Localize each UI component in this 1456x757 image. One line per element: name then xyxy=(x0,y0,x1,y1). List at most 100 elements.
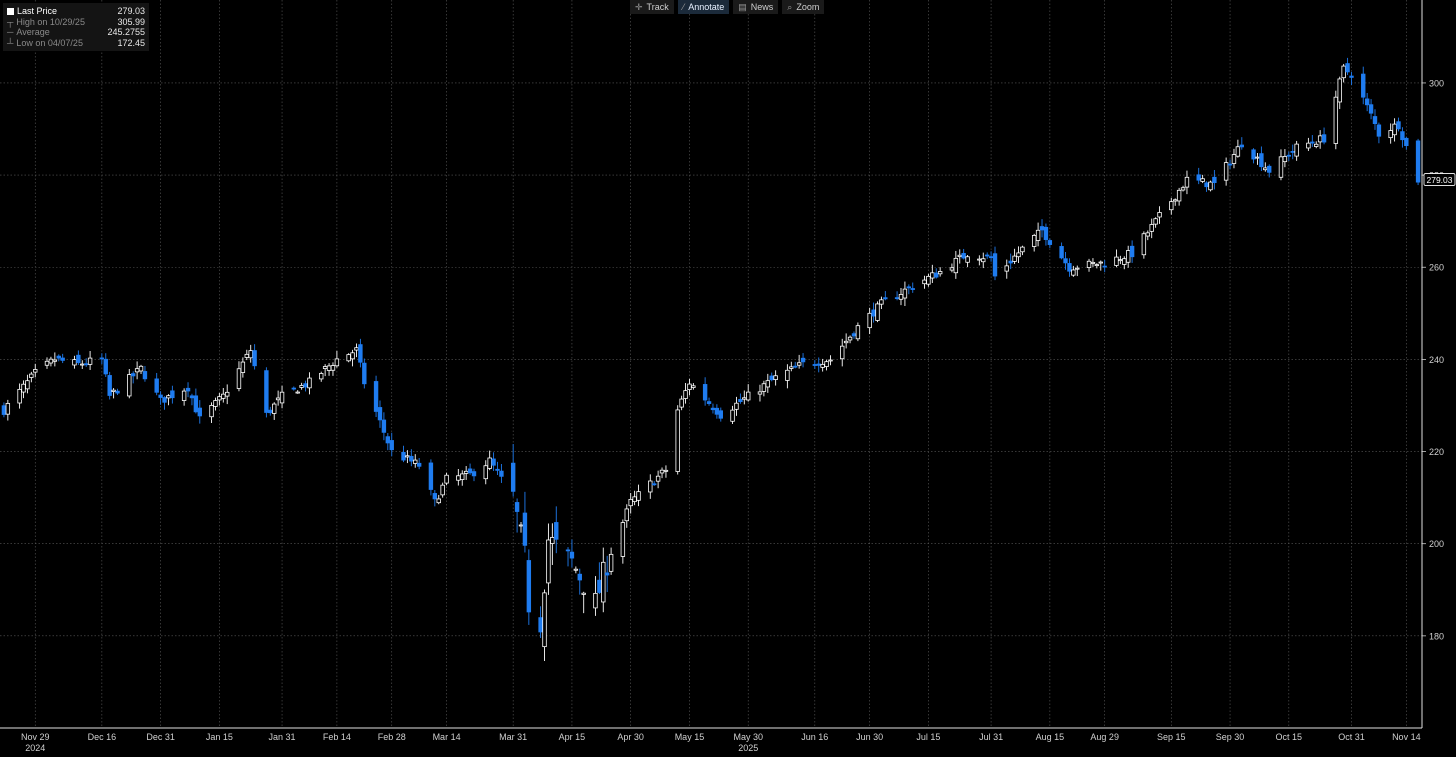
candle-body xyxy=(840,345,845,360)
track-button[interactable]: ✛ Track xyxy=(630,0,674,14)
news-label: News xyxy=(750,2,774,12)
candle-body xyxy=(550,536,555,544)
candle-body xyxy=(1184,176,1190,188)
candle-body xyxy=(1259,153,1264,168)
candle-body xyxy=(209,405,214,418)
zoom-label: Zoom xyxy=(796,2,820,12)
low-label: Low on 04/07/25 xyxy=(16,37,83,48)
candle-body xyxy=(467,468,473,474)
candle-body xyxy=(33,369,38,373)
candle-body xyxy=(1180,187,1186,191)
candle-body xyxy=(906,286,912,289)
candle-body xyxy=(1239,144,1245,148)
high-value: 305.99 xyxy=(117,16,145,27)
candle-body xyxy=(812,364,818,366)
candle-body xyxy=(1031,235,1037,247)
candle-body xyxy=(409,455,414,462)
candle-body xyxy=(25,380,30,390)
x-tick-label: Feb 14 xyxy=(323,732,351,742)
candle-body xyxy=(295,391,300,394)
candle-body xyxy=(773,375,778,380)
candle-body xyxy=(1200,178,1205,182)
candle-body xyxy=(604,572,610,576)
candle-body xyxy=(1016,252,1021,258)
candle-body xyxy=(373,381,379,412)
candle-body xyxy=(1122,258,1127,265)
candle-body xyxy=(487,457,492,469)
candle-body xyxy=(221,393,226,399)
candle-body xyxy=(495,468,500,471)
candle-body xyxy=(217,396,222,401)
candle-body xyxy=(181,390,187,401)
annotate-button[interactable]: ⁄ Annotate xyxy=(677,0,730,14)
news-button[interactable]: ▤ News xyxy=(733,0,779,14)
candle-body xyxy=(236,368,242,389)
candle-body xyxy=(988,256,994,259)
candle-body xyxy=(851,333,857,337)
candle-body xyxy=(542,592,547,648)
candle-body xyxy=(710,407,716,411)
candle-body xyxy=(1337,78,1342,103)
x-tick-label: Oct 31 xyxy=(1338,732,1365,742)
x-tick-label: Mar 14 xyxy=(433,732,461,742)
zoom-button[interactable]: ⌕ Zoom xyxy=(782,0,825,14)
candle-body xyxy=(1294,143,1299,157)
candle-body xyxy=(898,294,904,300)
candle-body xyxy=(867,312,872,329)
candles-group xyxy=(1,57,1421,662)
candle-body xyxy=(272,403,277,414)
candle-body xyxy=(1204,182,1209,188)
candle-body xyxy=(1176,189,1182,202)
candle-body xyxy=(1212,176,1217,184)
x-tick-label: Mar 31 xyxy=(499,732,527,742)
candle-body xyxy=(1094,264,1100,267)
candle-body xyxy=(460,473,465,481)
y-tick-label: 300 xyxy=(1429,78,1444,88)
candle-body xyxy=(554,522,559,540)
candle-body xyxy=(675,409,680,472)
candle-body xyxy=(800,357,806,363)
candle-body xyxy=(330,365,336,371)
x-tick-label: Dec 16 xyxy=(88,732,117,742)
candle-body xyxy=(103,358,108,375)
y-tick-label: 180 xyxy=(1429,631,1444,641)
candle-body xyxy=(381,419,387,433)
candle-body xyxy=(416,462,422,467)
candle-body xyxy=(1364,98,1370,106)
candle-body xyxy=(1235,146,1241,157)
candle-body xyxy=(875,303,880,321)
candle-body xyxy=(303,383,308,388)
candle-body xyxy=(307,377,312,389)
x-tick-label: Dec 31 xyxy=(146,732,175,742)
candle-body xyxy=(977,258,982,261)
candle-body xyxy=(620,522,626,557)
candle-body xyxy=(1,405,7,415)
candle-body xyxy=(1368,104,1374,114)
candle-body xyxy=(21,383,26,393)
candle-body xyxy=(965,256,970,263)
candle-body xyxy=(581,592,586,595)
candle-body xyxy=(405,455,410,458)
candle-body xyxy=(354,347,359,351)
candle-body xyxy=(80,363,85,366)
candle-body xyxy=(1075,267,1080,270)
candle-body xyxy=(1310,141,1315,144)
candle-body xyxy=(730,409,735,422)
candle-body xyxy=(926,275,931,285)
average-label: Average xyxy=(16,27,50,37)
candle-body xyxy=(1349,75,1354,78)
candle-body xyxy=(428,462,434,490)
candle-body xyxy=(499,470,504,477)
candle-body xyxy=(240,361,246,373)
candle-body xyxy=(463,470,469,474)
candle-body xyxy=(757,391,763,395)
candle-body xyxy=(538,617,543,633)
candle-body xyxy=(166,395,171,399)
candle-body xyxy=(1173,199,1178,202)
candle-body xyxy=(937,271,943,275)
low-marker-icon: ┴ xyxy=(7,37,14,48)
candle-body xyxy=(746,391,751,401)
candle-body xyxy=(1043,226,1049,240)
candle-body xyxy=(902,288,908,299)
